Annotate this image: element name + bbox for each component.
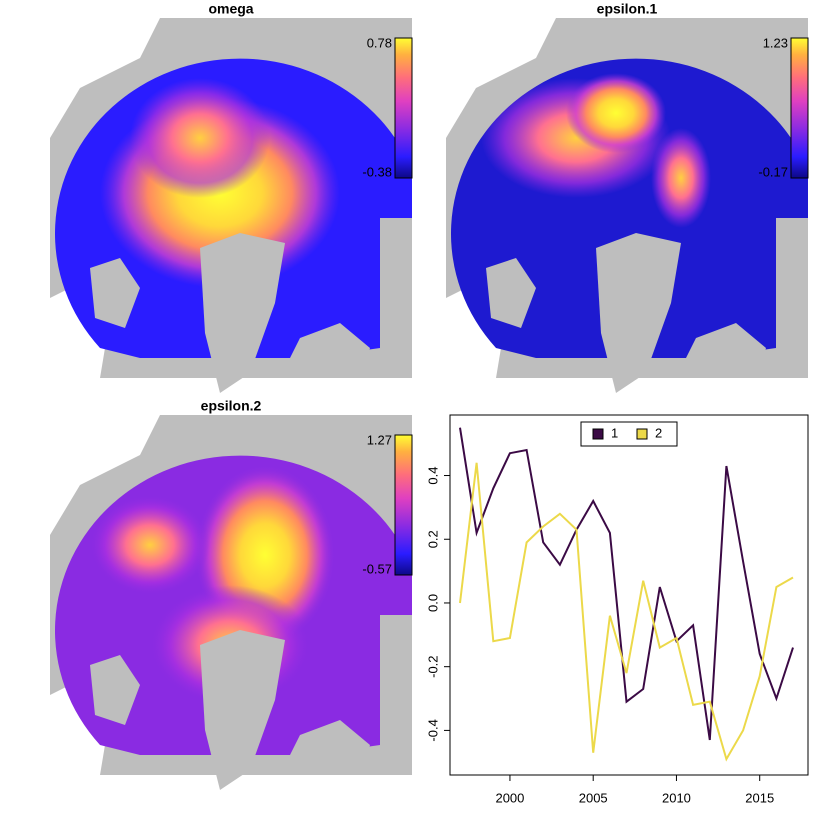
- field-hotspot: [566, 73, 666, 153]
- y-tick-label: 0.4: [425, 466, 440, 484]
- outer-region: [50, 415, 160, 535]
- greenland: [200, 630, 285, 790]
- legend-swatch: [636, 428, 648, 440]
- colorbar: [790, 37, 809, 179]
- colorbar-min-label: -0.17: [758, 164, 788, 179]
- legend-label: 2: [655, 425, 662, 440]
- greenland: [596, 233, 681, 393]
- x-tick-label: 2005: [579, 790, 608, 805]
- colorbar-max-label: 1.23: [763, 35, 788, 50]
- plot-frame: [449, 414, 809, 776]
- land-mass: [280, 323, 370, 378]
- map-title: epsilon.2: [201, 398, 262, 414]
- y-tick-label: 0.0: [425, 594, 440, 612]
- colorbar: [394, 434, 413, 576]
- land-mass: [776, 218, 808, 378]
- colorbar-min-label: -0.57: [362, 561, 392, 576]
- land-mass: [486, 258, 536, 328]
- land-mass: [676, 323, 766, 378]
- land-mass: [90, 258, 140, 328]
- map-title: omega: [208, 1, 253, 17]
- colorbar-min-label: -0.38: [362, 164, 392, 179]
- y-tick-label: 0.2: [425, 530, 440, 548]
- legend-label: 1: [611, 425, 618, 440]
- y-tick-label: -0.4: [425, 719, 440, 741]
- series-line: [459, 462, 794, 762]
- land-mass: [380, 218, 412, 378]
- x-tick-label: 2010: [662, 790, 691, 805]
- colorbar-max-label: 0.78: [367, 35, 392, 50]
- land-mass: [90, 655, 140, 725]
- outer-region: [50, 18, 160, 138]
- field-hotspot: [651, 128, 711, 228]
- colorbar: [394, 37, 413, 179]
- x-tick-label: 2015: [745, 790, 774, 805]
- greenland: [200, 233, 285, 393]
- land-mass: [380, 615, 412, 775]
- series-line: [459, 427, 794, 741]
- legend-swatch: [592, 428, 604, 440]
- x-tick-label: 2000: [495, 790, 524, 805]
- map-title: epsilon.1: [597, 1, 658, 17]
- field-hotspot: [90, 495, 210, 595]
- colorbar-max-label: 1.27: [367, 432, 392, 447]
- y-tick-label: -0.2: [425, 655, 440, 677]
- field-hotspot: [130, 78, 270, 198]
- land-mass: [280, 720, 370, 775]
- outer-region: [446, 18, 556, 138]
